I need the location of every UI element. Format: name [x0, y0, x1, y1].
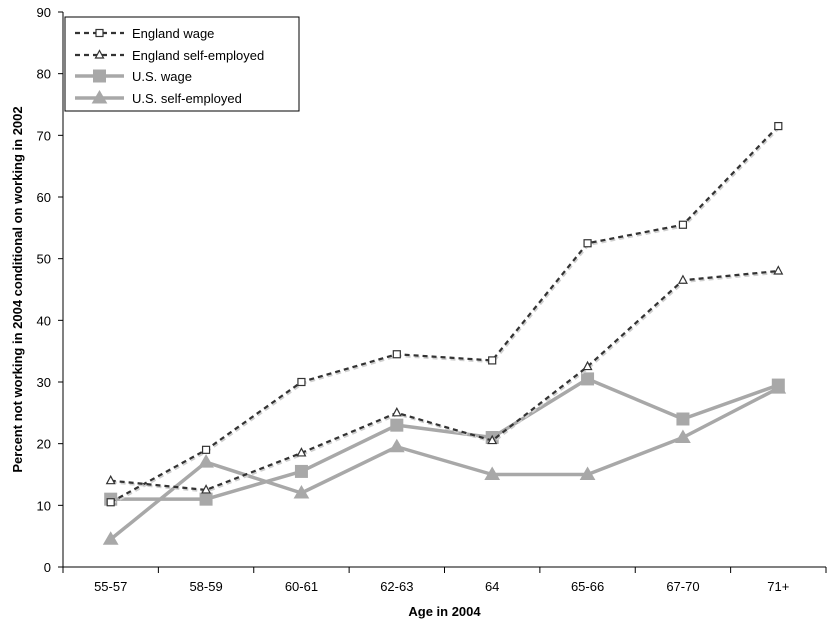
legend-item-england-self-employed: England self-employed [75, 48, 264, 63]
data-point-england-wage [106, 498, 115, 507]
y-ticks: 0 10 20 30 40 50 60 70 80 90 [37, 5, 63, 575]
y-tick-label: 90 [37, 5, 51, 20]
series-england-self-employed [105, 265, 784, 494]
data-point-u-s-self-employed [388, 438, 405, 453]
y-tick-label: 60 [37, 190, 51, 205]
y-tick-label: 10 [37, 498, 51, 513]
data-point-u-s-self-employed [293, 485, 310, 499]
x-tick-label: 64 [485, 579, 499, 594]
x-tick-label: 67-70 [666, 579, 699, 594]
data-point-england-self-employed [487, 434, 498, 445]
legend-swatch-marker [94, 49, 105, 59]
data-point-england-wage [488, 356, 497, 365]
legend-item-u-s-wage: U.S. wage [75, 69, 192, 84]
x-axis-title: Age in 2004 [408, 604, 481, 619]
data-point-england-self-employed [296, 447, 307, 457]
x-tick-label: 58-59 [189, 579, 222, 594]
legend-label: U.S. self-employed [132, 91, 242, 106]
data-point-u-s-wage [294, 464, 308, 478]
series-line-shadow-england-self-employed [111, 271, 780, 493]
y-axis-title: Percent not working in 2004 conditional … [10, 106, 25, 472]
data-point-england-self-employed [582, 360, 593, 371]
data-point-u-s-self-employed [579, 466, 596, 480]
y-tick-label: 0 [44, 560, 51, 575]
legend-label: England wage [132, 26, 214, 41]
legend-swatch-marker [93, 69, 106, 83]
series-england-wage [106, 121, 783, 507]
axes: 55-57 58-59 60-61 62-63 64 65-66 67-70 71+ 0 10 2… [10, 5, 827, 619]
series-u-s-self-employed [102, 380, 787, 545]
data-point-england-self-employed [677, 274, 688, 284]
data-point-u-s-wage [581, 372, 595, 386]
y-tick-label: 20 [37, 437, 51, 452]
data-point-u-s-wage [676, 412, 690, 426]
plot-area [102, 121, 787, 545]
y-tick-label: 40 [37, 313, 51, 328]
x-tick-label: 71+ [767, 579, 789, 594]
data-point-england-wage [583, 239, 592, 248]
legend-label: U.S. wage [132, 69, 192, 84]
series-line-england-wage [110, 125, 780, 504]
legend-swatch-marker [91, 90, 108, 104]
legend-swatch-marker [95, 28, 104, 38]
y-tick-label: 30 [37, 375, 51, 390]
x-tick-label: 65-66 [571, 579, 604, 594]
data-point-u-s-wage [390, 418, 404, 432]
data-point-u-s-self-employed [484, 466, 501, 480]
data-point-u-s-wage [199, 492, 213, 506]
x-tick-label: 62-63 [380, 579, 413, 594]
data-point-england-self-employed [391, 407, 402, 417]
y-tick-label: 80 [37, 67, 51, 82]
data-point-england-wage [297, 377, 306, 387]
series-line-england-self-employed [110, 269, 779, 492]
data-point-u-s-self-employed [198, 454, 214, 468]
data-point-u-s-self-employed [770, 380, 787, 394]
data-point-england-self-employed [105, 474, 116, 485]
y-tick-label: 50 [37, 252, 51, 267]
x-tick-label: 55-57 [94, 579, 127, 594]
legend-item-england-wage: England wage [75, 26, 214, 41]
series-u-s-wage [104, 372, 785, 506]
legend-item-u-s-self-employed: U.S. self-employed [75, 90, 242, 106]
series-line-u-s-wage [110, 377, 779, 501]
data-point-england-wage [774, 121, 783, 131]
x-ticks: 55-57 58-59 60-61 62-63 64 65-66 67-70 71+ [62, 567, 827, 594]
data-point-england-self-employed [201, 484, 212, 494]
data-point-england-self-employed [773, 265, 784, 275]
series-line-u-s-self-employed [109, 386, 780, 541]
data-point-england-wage [392, 350, 401, 359]
data-point-u-s-self-employed [675, 429, 691, 443]
data-point-england-wage [201, 445, 211, 454]
data-point-england-wage [678, 220, 688, 229]
data-point-u-s-self-employed [102, 531, 119, 545]
y-tick-label: 70 [37, 128, 51, 143]
x-tick-label: 60-61 [285, 579, 318, 594]
legend: England wage England self-employed U.S. wa… [64, 16, 300, 112]
series-line-shadow-england-wage [111, 126, 781, 505]
legend-label: England self-employed [132, 48, 264, 63]
